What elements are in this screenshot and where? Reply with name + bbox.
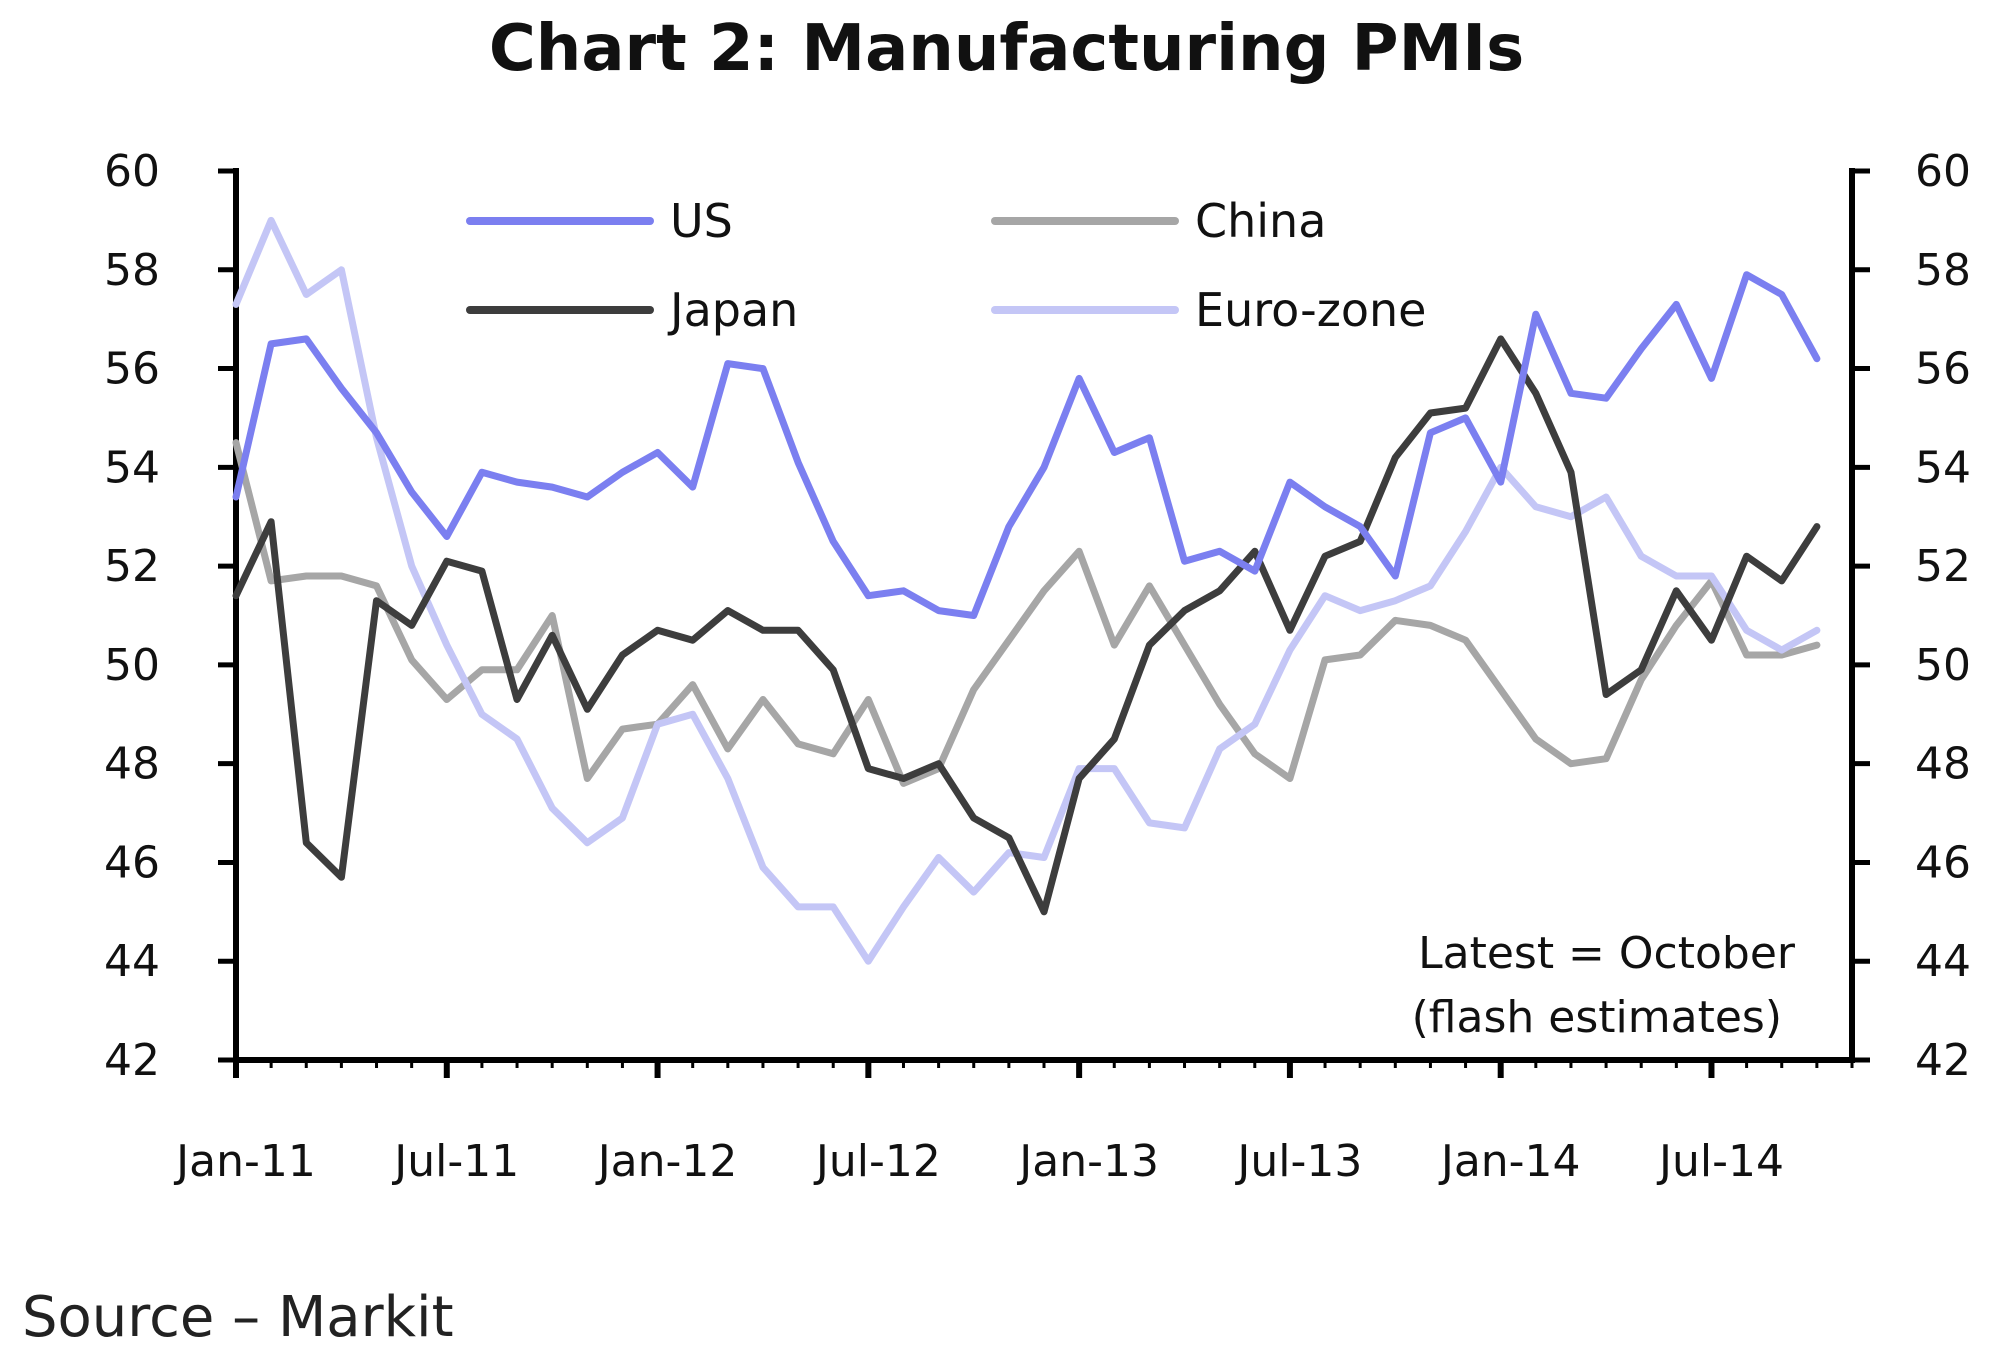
left-y-tick-label: 54 (104, 442, 160, 493)
right-y-tick-label: 50 (1915, 640, 1971, 691)
left-y-tick-label: 42 (104, 1035, 160, 1086)
right-y-tick-label: 60 (1915, 146, 1971, 197)
x-tick-label: Jan-12 (595, 1136, 738, 1187)
legend-label-us: US (670, 194, 733, 248)
left-y-tick-label: 56 (104, 344, 160, 395)
series-lines (232, 216, 1821, 965)
annotation: Latest = October (flash estimates) (1412, 928, 1796, 1043)
right-y-tick-label: 54 (1915, 442, 1971, 493)
legend-label-china: China (1195, 194, 1326, 248)
right-y-tick-label: 52 (1915, 541, 1971, 592)
left-y-tick-label: 52 (104, 541, 160, 592)
left-y-tick-label: 60 (104, 146, 160, 197)
x-tick-label: Jul-11 (391, 1136, 519, 1187)
x-tick-label: Jan-14 (1438, 1136, 1581, 1187)
left-y-tick-label: 44 (104, 936, 160, 987)
right-y-tick-label: 48 (1915, 739, 1971, 790)
right-y-tick-label: 56 (1915, 344, 1971, 395)
series-line-euro-zone (232, 216, 1821, 965)
x-tick-label: Jul-14 (1656, 1136, 1784, 1187)
x-tick-label: Jul-13 (1234, 1136, 1362, 1187)
legend-label-euro-zone: Euro-zone (1195, 283, 1426, 337)
series-line-china (232, 439, 1821, 787)
annotation-line-2: (flash estimates) (1412, 992, 1782, 1043)
x-tick-label: Jul-12 (813, 1136, 941, 1187)
right-y-tick-label: 58 (1915, 245, 1971, 296)
series-line-us (232, 271, 1821, 619)
x-tick-label: Jan-11 (173, 1136, 316, 1187)
x-tick-label: Jan-13 (1016, 1136, 1159, 1187)
left-y-tick-label: 48 (104, 739, 160, 790)
series-line-japan (232, 335, 1821, 916)
right-y-tick-label: 44 (1915, 936, 1971, 987)
axes: 42 42 44 44 46 46 48 48 50 50 52 52 54 54 56 56 58 58 60 60… (104, 146, 1971, 1187)
right-y-tick-label: 42 (1915, 1035, 1971, 1086)
left-y-tick-label: 46 (104, 837, 160, 888)
left-y-tick-label: 50 (104, 640, 160, 691)
source-note: Source – Markit (22, 1285, 454, 1350)
right-y-tick-label: 46 (1915, 837, 1971, 888)
left-y-tick-label: 58 (104, 245, 160, 296)
chart-title: Chart 2: Manufacturing PMIs (488, 12, 1525, 86)
legend: US China Japan Euro-zone (466, 194, 1426, 337)
legend-label-japan: Japan (667, 283, 798, 337)
annotation-line-1: Latest = October (1418, 928, 1796, 979)
